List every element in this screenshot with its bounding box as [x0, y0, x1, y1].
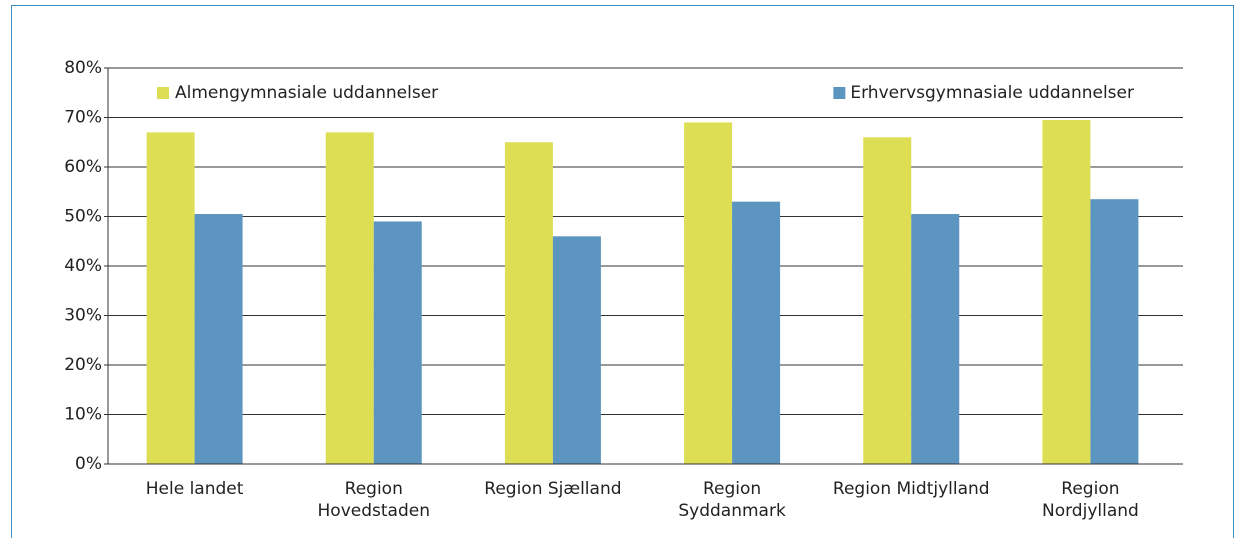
bar	[146, 132, 195, 464]
x-tick-label: Region Sjælland	[484, 479, 622, 499]
y-tick-label: 30%	[64, 306, 102, 326]
bar	[1042, 119, 1091, 464]
x-tick-label: Region Syddanmark	[678, 479, 786, 521]
legend-swatch	[157, 87, 169, 99]
y-tick-label: 70%	[64, 108, 102, 128]
frame-border	[11, 5, 1234, 538]
x-tick-label: Hele landet	[145, 479, 244, 499]
bar	[684, 122, 733, 464]
bar	[863, 137, 912, 465]
y-tick-label: 60%	[64, 157, 102, 177]
bar	[373, 221, 422, 464]
y-tick-label: 50%	[64, 207, 102, 227]
legend-label: Erhvervsgymnasiale uddannelser	[850, 83, 1134, 103]
bar	[911, 214, 960, 464]
bar	[325, 132, 374, 464]
y-tick-label: 10%	[64, 405, 102, 425]
legend-swatch	[833, 87, 846, 99]
x-tick-label: Region Hovedstaden	[317, 479, 430, 521]
x-tick-label: Region Midtjylland	[832, 479, 990, 499]
y-tick-label: 0%	[75, 454, 102, 474]
x-tick-label: Region Nordjylland	[1042, 479, 1139, 521]
y-tick-label: 40%	[64, 256, 102, 276]
bar	[504, 142, 553, 464]
bar	[552, 236, 601, 464]
y-tick-label: 20%	[64, 355, 102, 375]
legend-label: Almengymnasiale uddannelser	[175, 83, 438, 103]
bar	[194, 214, 243, 464]
y-tick-label: 80%	[64, 58, 102, 78]
bar	[732, 201, 781, 464]
bar	[1090, 199, 1139, 465]
